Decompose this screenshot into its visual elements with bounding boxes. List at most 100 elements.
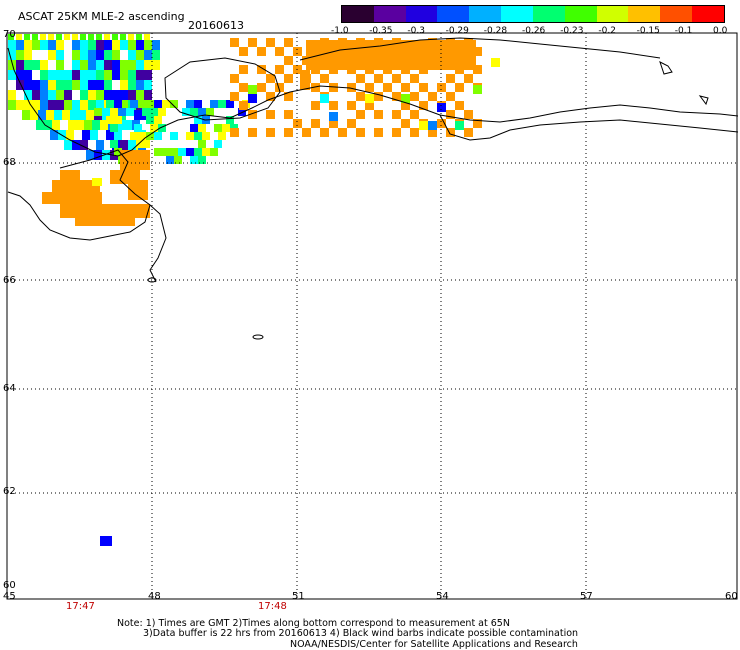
wind-cell (170, 148, 178, 156)
wind-cell (8, 100, 16, 110)
wind-cell (82, 130, 90, 140)
lat-label-66: 66 (3, 275, 16, 286)
wind-cell (356, 92, 365, 101)
wind-cell (42, 192, 102, 204)
wind-cell (491, 58, 500, 67)
wind-cell (300, 70, 310, 90)
wind-cell (16, 50, 24, 60)
wind-cell (473, 85, 482, 94)
wind-cell (455, 83, 464, 92)
note-line-2: 3)Data buffer is 22 hrs from 20160613 4)… (143, 628, 579, 639)
wind-cell (222, 124, 230, 132)
wind-cell (72, 60, 80, 70)
wind-cell (257, 65, 266, 74)
wind-cell (72, 40, 80, 50)
wind-cell (40, 34, 46, 40)
wind-cell (136, 90, 144, 100)
wind-cell (128, 180, 148, 200)
wind-cell (162, 148, 170, 156)
wind-cell (437, 83, 446, 92)
wind-cell (88, 50, 96, 60)
wind-cell (239, 47, 248, 56)
wind-cell (114, 116, 122, 124)
wind-cell (116, 120, 124, 130)
wind-cell (64, 140, 72, 150)
wind-cell (473, 65, 482, 74)
wind-cell (284, 74, 293, 83)
lat-label-60: 60 (3, 580, 16, 591)
wind-cell (62, 110, 70, 120)
wind-cell (38, 110, 46, 120)
wind-cells (8, 34, 500, 546)
wind-cell (154, 116, 162, 124)
wind-cell (64, 100, 72, 110)
wind-cell (410, 110, 419, 119)
wind-cell (464, 110, 473, 119)
wind-cell (136, 50, 144, 60)
wind-cell (88, 70, 96, 80)
wind-cell (114, 100, 122, 108)
wind-cell (142, 140, 150, 148)
wind-cell (136, 34, 142, 40)
wind-cell (266, 92, 275, 101)
wind-cell (120, 80, 128, 90)
wind-cell (16, 70, 24, 80)
wind-cell (248, 94, 257, 103)
wind-cell (401, 119, 410, 128)
wind-cell (56, 40, 64, 50)
colorbar-tick-label: -0.29 (445, 26, 469, 36)
wind-cell (92, 178, 102, 186)
wind-cell (114, 130, 122, 140)
wind-cell (56, 100, 64, 110)
wind-cell (88, 34, 94, 40)
wind-cell (104, 80, 112, 90)
wind-cell (24, 60, 32, 70)
wind-cell (80, 90, 88, 100)
wind-cell (40, 40, 48, 50)
wind-cell (24, 90, 32, 100)
wind-cell (40, 60, 48, 70)
wind-cell (72, 100, 80, 110)
wind-cell (44, 120, 52, 130)
wind-cell (248, 128, 257, 137)
wind-cell (48, 100, 56, 110)
wind-cell (46, 110, 54, 120)
wind-cell (110, 124, 118, 132)
wind-cell (266, 74, 275, 83)
lon-label-51: 51 (292, 591, 305, 602)
wind-cell (48, 70, 56, 80)
wind-cell (293, 119, 302, 128)
wind-cell (96, 80, 104, 90)
wind-cell (56, 50, 64, 60)
wind-cell (96, 50, 104, 60)
wind-cell (284, 110, 293, 119)
wind-cell (112, 60, 120, 70)
wind-cell (198, 124, 206, 132)
wind-cell (16, 100, 24, 110)
wind-cell (56, 70, 64, 80)
wind-cell (248, 85, 257, 94)
wind-cell (112, 70, 120, 80)
wind-cell (419, 83, 428, 92)
lon-label-54: 54 (436, 591, 449, 602)
wind-cell (166, 156, 174, 164)
wind-cell (94, 150, 102, 160)
wind-cell (84, 120, 92, 130)
wind-cell (239, 101, 248, 110)
wind-cell (136, 140, 144, 150)
wind-cell (96, 70, 104, 80)
wind-cell (146, 132, 154, 140)
wind-cell (170, 132, 178, 140)
wind-cell (128, 60, 136, 70)
wind-cell (202, 132, 210, 140)
wind-cell (102, 150, 110, 160)
wind-cell (226, 116, 234, 124)
wind-cell (22, 110, 30, 120)
wind-cell (383, 83, 392, 92)
note-line-3: NOAA/NESDIS/Center for Satellite Applica… (290, 639, 578, 650)
wind-cell (410, 92, 419, 101)
wind-cell (72, 34, 78, 40)
wind-cell (162, 100, 170, 108)
wind-cell (311, 119, 320, 128)
